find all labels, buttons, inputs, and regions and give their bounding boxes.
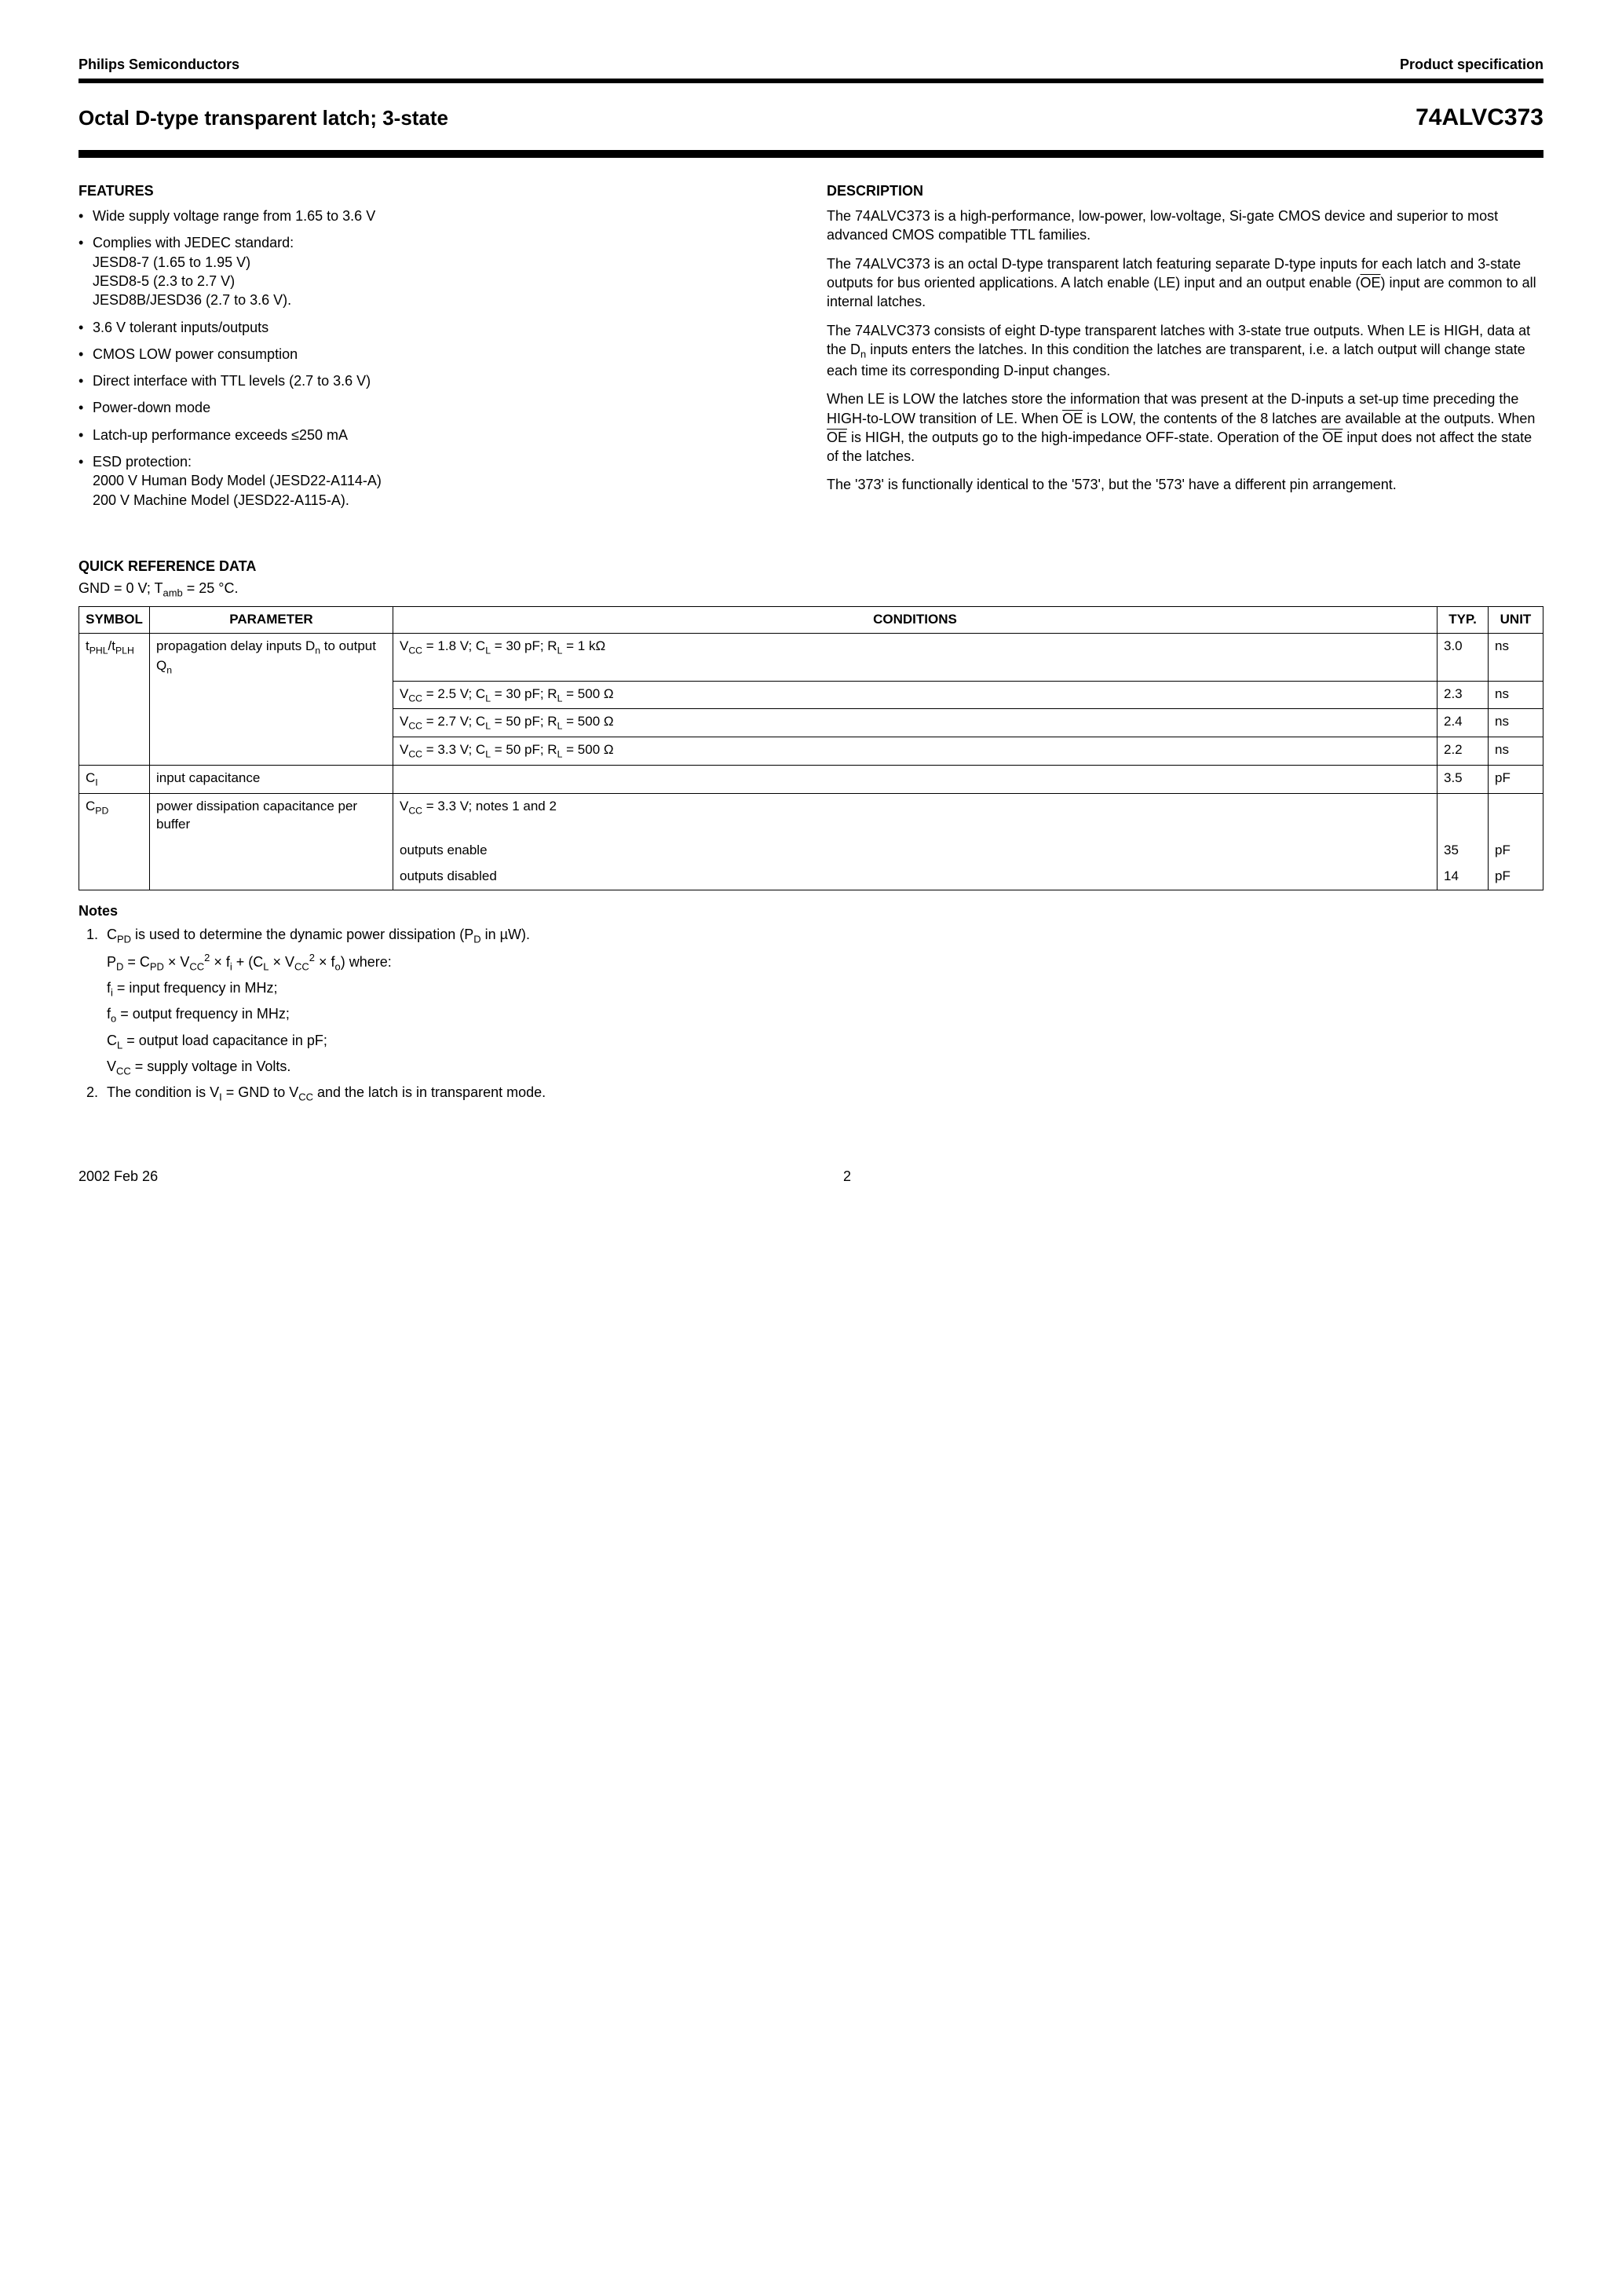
cell-conditions: VCC = 3.3 V; CL = 50 pF; RL = 500 Ω (393, 737, 1438, 766)
cell-conditions: outputs disabled (393, 864, 1438, 890)
two-column-section: FEATURES Wide supply voltage range from … (79, 181, 1543, 517)
cell-typ: 14 (1438, 864, 1489, 890)
cell-parameter: power dissipation capacitance per buffer (150, 794, 393, 838)
cell-symbol: CI (79, 766, 150, 794)
table-row: VCC = 3.3 V; CL = 50 pF; RL = 500 Ω 2.2 … (79, 737, 1543, 766)
features-list: Wide supply voltage range from 1.65 to 3… (79, 207, 795, 510)
cell-unit: ns (1489, 709, 1543, 737)
cell-unit: pF (1489, 864, 1543, 890)
note-line: CL = output load capacitance in pF; (107, 1031, 1543, 1052)
cell-conditions: VCC = 3.3 V; notes 1 and 2 (393, 794, 1438, 838)
cell-symbol: CPD (79, 794, 150, 838)
cell-unit: pF (1489, 838, 1543, 864)
feature-item: Wide supply voltage range from 1.65 to 3… (79, 207, 795, 225)
note-formula: PD = CPD × VCC2 × fi + (CL × VCC2 × fo) … (107, 951, 1543, 974)
cell-symbol: tPHL/tPLH (79, 634, 150, 681)
doc-type: Product specification (1400, 55, 1543, 74)
description-paragraph: The 74ALVC373 is a high-performance, low… (827, 207, 1543, 245)
cell-unit: pF (1489, 766, 1543, 794)
cell-unit: ns (1489, 634, 1543, 681)
header-bar: Philips Semiconductors Product specifica… (79, 55, 1543, 83)
cell-conditions: VCC = 2.5 V; CL = 30 pF; RL = 500 Ω (393, 681, 1438, 709)
feature-item: CMOS LOW power consumption (79, 345, 795, 364)
feature-item: Complies with JEDEC standard: JESD8-7 (1… (79, 233, 795, 309)
table-row: VCC = 2.5 V; CL = 30 pF; RL = 500 Ω 2.3 … (79, 681, 1543, 709)
notes-heading: Notes (79, 901, 1543, 920)
col-unit: UNIT (1489, 607, 1543, 634)
cell-conditions: VCC = 2.7 V; CL = 50 pF; RL = 500 Ω (393, 709, 1438, 737)
note-line: fo = output frequency in MHz; (107, 1004, 1543, 1026)
table-row: tPHL/tPLH propagation delay inputs Dn to… (79, 634, 1543, 681)
cell-typ: 2.3 (1438, 681, 1489, 709)
feature-item: Power-down mode (79, 398, 795, 417)
col-symbol: SYMBOL (79, 607, 150, 634)
note-item: The condition is VI = GND to VCC and the… (102, 1083, 1543, 1104)
feature-item: ESD protection: 2000 V Human Body Model … (79, 452, 795, 510)
table-row: CI input capacitance 3.5 pF (79, 766, 1543, 794)
cell-typ: 3.0 (1438, 634, 1489, 681)
product-title: Octal D-type transparent latch; 3-state (79, 104, 448, 132)
table-row: VCC = 2.7 V; CL = 50 pF; RL = 500 Ω 2.4 … (79, 709, 1543, 737)
description-paragraph: The 74ALVC373 is an octal D-type transpa… (827, 254, 1543, 312)
cell-typ: 2.2 (1438, 737, 1489, 766)
cell-typ (1438, 794, 1489, 838)
cell-parameter: input capacitance (150, 766, 393, 794)
description-paragraph: The '373' is functionally identical to t… (827, 475, 1543, 494)
qrd-table: SYMBOL PARAMETER CONDITIONS TYP. UNIT tP… (79, 606, 1543, 890)
note-line: fi = input frequency in MHz; (107, 978, 1543, 1000)
cell-parameter: propagation delay inputs Dn to output Qn (150, 634, 393, 681)
cell-unit (1489, 794, 1543, 838)
features-heading: FEATURES (79, 181, 795, 200)
title-bar: Octal D-type transparent latch; 3-state … (79, 102, 1543, 158)
description-paragraph: When LE is LOW the latches store the inf… (827, 389, 1543, 466)
cell-typ: 2.4 (1438, 709, 1489, 737)
description-heading: DESCRIPTION (827, 181, 1543, 200)
features-column: FEATURES Wide supply voltage range from … (79, 181, 795, 517)
cell-unit: ns (1489, 737, 1543, 766)
cell-conditions: outputs enable (393, 838, 1438, 864)
company-name: Philips Semiconductors (79, 55, 239, 74)
cell-conditions: VCC = 1.8 V; CL = 30 pF; RL = 1 kΩ (393, 634, 1438, 681)
col-parameter: PARAMETER (150, 607, 393, 634)
feature-item: Latch-up performance exceeds ≤250 mA (79, 426, 795, 444)
table-row: CPD power dissipation capacitance per bu… (79, 794, 1543, 838)
cell-conditions (393, 766, 1438, 794)
footer-date: 2002 Feb 26 (79, 1167, 158, 1186)
table-row: outputs disabled 14 pF (79, 864, 1543, 890)
table-header-row: SYMBOL PARAMETER CONDITIONS TYP. UNIT (79, 607, 1543, 634)
part-number: 74ALVC373 (1416, 102, 1543, 134)
col-typ: TYP. (1438, 607, 1489, 634)
cell-typ: 35 (1438, 838, 1489, 864)
footer-page: 2 (843, 1167, 851, 1186)
description-paragraph: The 74ALVC373 consists of eight D-type t… (827, 321, 1543, 381)
col-conditions: CONDITIONS (393, 607, 1438, 634)
table-row: outputs enable 35 pF (79, 838, 1543, 864)
qrd-heading: QUICK REFERENCE DATA (79, 557, 1543, 576)
feature-item: 3.6 V tolerant inputs/outputs (79, 318, 795, 337)
description-column: DESCRIPTION The 74ALVC373 is a high-perf… (827, 181, 1543, 517)
qrd-condition: GND = 0 V; Tamb = 25 °C. (79, 579, 1543, 600)
page-footer: 2002 Feb 26 2 x (79, 1167, 1543, 1186)
cell-unit: ns (1489, 681, 1543, 709)
notes-list: CPD is used to determine the dynamic pow… (79, 925, 1543, 1104)
note-item: CPD is used to determine the dynamic pow… (102, 925, 1543, 1077)
note-line: VCC = supply voltage in Volts. (107, 1057, 1543, 1078)
feature-item: Direct interface with TTL levels (2.7 to… (79, 371, 795, 390)
cell-typ: 3.5 (1438, 766, 1489, 794)
